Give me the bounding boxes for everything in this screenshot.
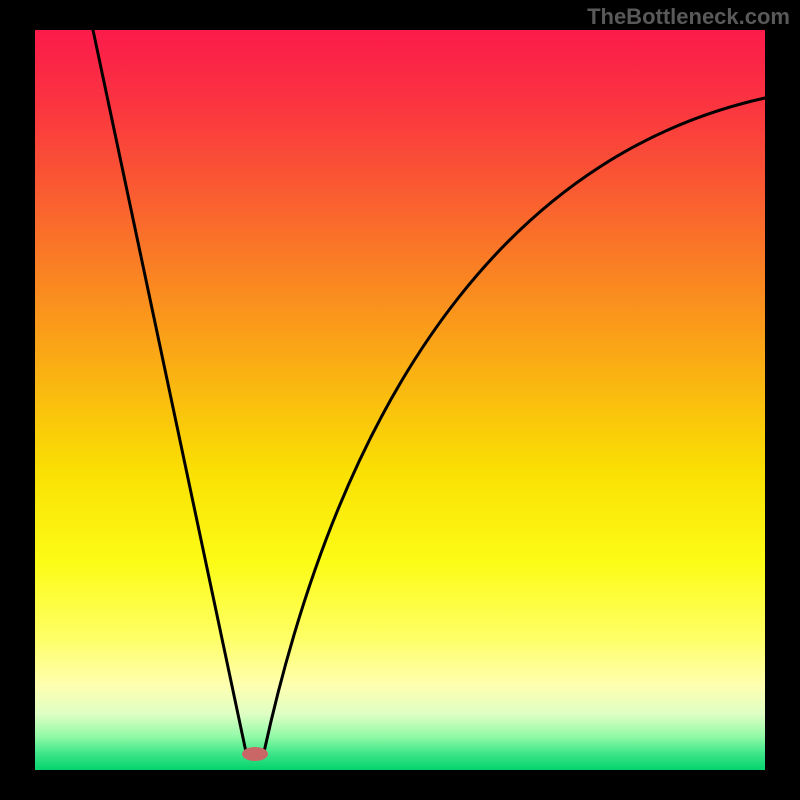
- optimal-point-marker: [242, 747, 268, 761]
- chart-plot-area: [35, 30, 765, 770]
- bottleneck-chart: [0, 0, 800, 800]
- watermark-label: TheBottleneck.com: [587, 4, 790, 30]
- chart-container: TheBottleneck.com: [0, 0, 800, 800]
